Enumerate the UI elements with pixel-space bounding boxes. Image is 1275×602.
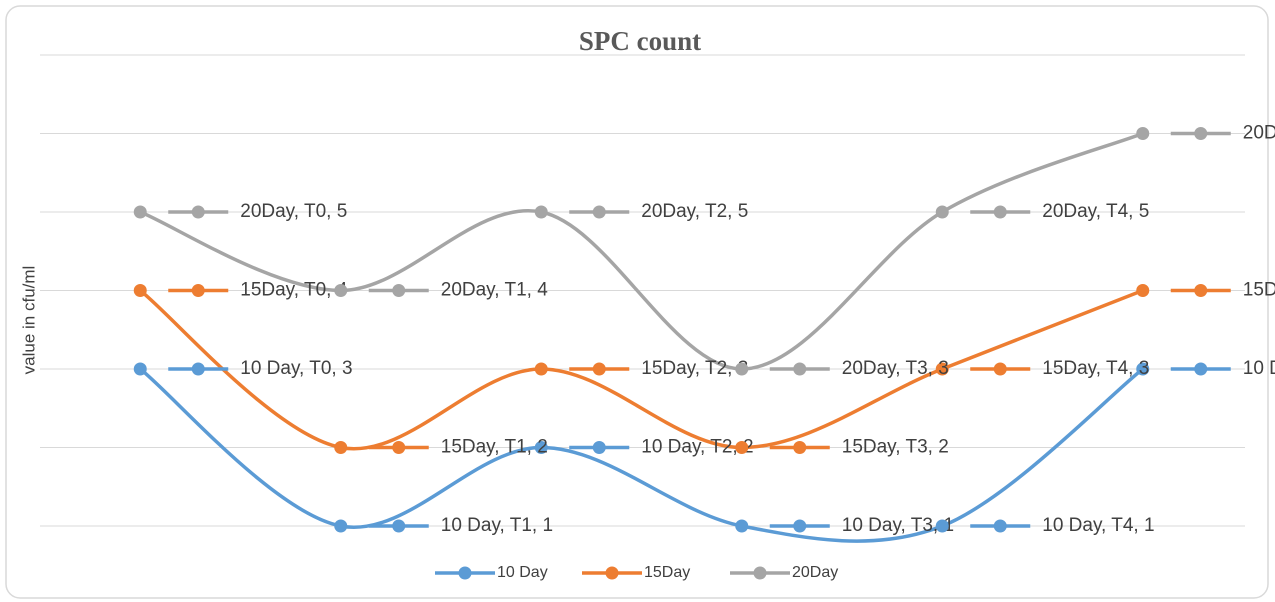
data-label: 20Day, T4, 5	[1042, 201, 1149, 222]
series-line	[139, 288, 1144, 451]
legend-key-dot	[793, 441, 807, 454]
legend-key-dot	[993, 205, 1007, 219]
data-label: 20Day, T1, 4	[441, 280, 548, 301]
legend-key-dot	[1194, 284, 1208, 297]
legend-key-dot	[753, 566, 767, 580]
data-label: 15Day, T2, 3	[641, 358, 748, 379]
data-point	[735, 519, 749, 533]
data-label: 15Day, T1, 2	[441, 437, 548, 458]
data-label: 20Day, T2, 5	[641, 201, 748, 222]
legend-key-dot	[993, 519, 1007, 533]
data-label: 15Day, T4, 3	[1042, 358, 1149, 379]
legend-label: 10 Day	[497, 564, 548, 581]
data-label: 10 Day, T0, 3	[240, 358, 352, 379]
data-label: 15Day, T0, 4	[240, 280, 347, 301]
data-point	[334, 519, 348, 533]
data-point	[334, 441, 348, 454]
legend-label: 15Day	[644, 564, 690, 581]
data-label: 10 Day, T5, 3	[1243, 358, 1275, 379]
data-label: 20Day, T0, 5	[240, 201, 347, 222]
data-point	[735, 441, 749, 454]
legend-key-dot	[1194, 362, 1208, 376]
data-point	[133, 205, 147, 219]
data-point	[334, 284, 348, 297]
data-point	[534, 362, 548, 376]
legend-label: 20Day	[792, 564, 838, 581]
legend-key-dot	[592, 362, 606, 376]
chart-title: SPC count	[579, 26, 701, 56]
legend-key-dot	[392, 519, 406, 533]
data-point	[1136, 284, 1150, 297]
legend-key-dot	[993, 362, 1007, 376]
data-point	[1136, 362, 1150, 376]
data-point	[935, 205, 949, 219]
data-point	[935, 519, 949, 533]
legend-key-dot	[191, 205, 205, 219]
data-label: 15Day, T3, 2	[842, 437, 949, 458]
legend-key-dot	[392, 441, 406, 454]
chart-frame	[5, 5, 1269, 599]
data-point	[133, 284, 147, 297]
data-label: 20Day, T5, 6	[1243, 123, 1275, 144]
legend-key-dot	[793, 362, 807, 376]
legend-key-dot	[191, 362, 205, 376]
data-label: 10 Day, T1, 1	[441, 515, 553, 536]
legend-key-dot	[592, 205, 606, 219]
y-axis-label: value in cfu/ml	[19, 266, 38, 375]
legend-key-dot	[458, 566, 472, 580]
legend-key-dot	[191, 284, 205, 297]
data-point	[534, 441, 548, 454]
data-point	[534, 205, 548, 219]
legend-key-dot	[1194, 127, 1208, 140]
data-label: 15Day, T5, 4	[1243, 280, 1275, 301]
legend-key-dot	[392, 284, 406, 297]
series-line	[139, 131, 1144, 371]
data-point	[133, 362, 147, 376]
legend-key-dot	[605, 566, 619, 580]
legend-key-dot	[793, 519, 807, 533]
data-label: 20Day, T3, 3	[842, 358, 949, 379]
data-point	[935, 362, 949, 376]
data-point	[1136, 127, 1150, 140]
data-label: 10 Day, T3, 1	[842, 515, 954, 536]
data-label: 10 Day, T2, 2	[641, 437, 753, 458]
data-point	[735, 362, 749, 376]
legend-key-dot	[592, 441, 606, 454]
series-line	[139, 367, 1144, 543]
data-label: 10 Day, T4, 1	[1042, 515, 1154, 536]
